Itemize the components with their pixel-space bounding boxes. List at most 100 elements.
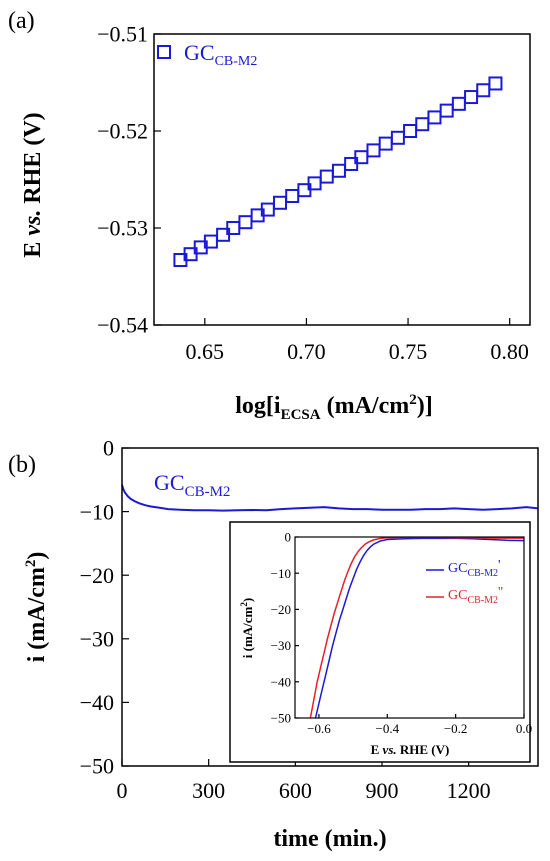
data-point	[476, 83, 491, 98]
y-tick-label: −0.54	[97, 313, 148, 338]
inset-y-label: i (mA/cm2)	[239, 598, 255, 658]
legend-main: GC	[154, 470, 185, 495]
y-tick-label: −50	[80, 754, 114, 779]
ylabel-end: )	[240, 598, 255, 602]
xlabel-pre: E	[371, 742, 383, 757]
x-tick-label: 0.75	[389, 339, 428, 364]
plot-b-legend-label: GCCB-M2	[154, 470, 230, 500]
inset-x-label: E vs. RHE (V)	[371, 742, 450, 757]
plot-b-y-ticks: 0 −10 −20 −30 −40 −50	[80, 436, 129, 779]
y-tick-label: −0.52	[97, 119, 148, 144]
data-point	[488, 76, 503, 91]
ylabel-pre: E	[20, 236, 46, 258]
y-tick-label: 0	[285, 530, 292, 545]
data-point	[403, 124, 418, 138]
data-point	[366, 143, 381, 158]
legend-mark: '	[498, 558, 501, 573]
inset-plot-frame	[294, 536, 525, 719]
x-tick-label: 300	[192, 778, 225, 803]
x-tick-label: 0.80	[490, 339, 529, 364]
data-point	[378, 136, 393, 151]
x-tick-label: 0.70	[287, 339, 326, 364]
plot-b-x-label: time (min.)	[273, 826, 386, 852]
plot-a-x-ticks: 0.65 0.70 0.75 0.80	[186, 318, 529, 364]
xlabel-end: )]	[417, 393, 433, 419]
plot-a-legend-label: GCCB-M2	[184, 40, 257, 69]
y-tick-label: −0.53	[97, 216, 148, 241]
legend-main: GC	[448, 561, 467, 576]
legend-sub: CB-M2	[467, 568, 498, 579]
plot-a-x-label: log[iECSA (mA/cm2)]	[235, 392, 432, 423]
data-point	[439, 103, 454, 118]
inset-legend-blue-label: GCCB-M2'	[448, 558, 501, 579]
ylabel-italic: vs.	[20, 210, 46, 236]
xlabel-unit: (mA/cm	[321, 393, 410, 419]
y-tick-label: −30	[271, 638, 291, 653]
inset-chart: 0−10−20−30−40−50 −0.6 −0.4 −0.2 0.0 GCCB-M2…	[229, 521, 532, 763]
data-point	[415, 117, 430, 132]
plot-a-y-ticks: −0.51 −0.52 −0.53 −0.54	[97, 22, 161, 338]
xlabel-sup: 2	[409, 392, 417, 408]
data-point	[390, 130, 405, 145]
x-tick-label: −0.6	[307, 721, 331, 736]
data-point	[331, 163, 346, 178]
data-point	[319, 169, 334, 184]
xlabel-italic: vs.	[383, 742, 397, 757]
panel-b: (b) 0−10−20−30−40−50 0 300 600 900 1200 GCCB…	[8, 436, 539, 852]
x-tick-label: 0	[117, 778, 128, 803]
y-tick-label: −40	[80, 690, 114, 715]
data-point	[464, 90, 479, 105]
plot-a-legend-marker	[157, 45, 171, 59]
xlabel-sub: ECSA	[281, 407, 321, 423]
ylabel-main: i (mA/cm	[24, 567, 50, 662]
legend-main: GC	[448, 588, 467, 603]
data-point	[451, 96, 466, 111]
x-tick-label: 900	[366, 778, 399, 803]
plot-a-y-label: E vs. RHE (V)	[20, 112, 46, 257]
ylabel-sup: 2	[239, 602, 249, 607]
x-tick-label: −0.4	[375, 721, 399, 736]
legend-mark: ''	[498, 585, 503, 600]
data-point	[285, 188, 300, 203]
ylabel-post: RHE (V)	[20, 112, 46, 209]
y-tick-label: −10	[80, 499, 114, 524]
y-tick-label: −50	[271, 711, 291, 726]
plot-a-points	[173, 76, 503, 268]
plot-b-series-line	[121, 484, 539, 512]
plot-a-frame	[153, 33, 531, 326]
ylabel-end: )	[24, 552, 50, 560]
x-tick-label: 0.0	[516, 721, 532, 736]
xlabel-main: log[i	[235, 393, 281, 419]
inset-series-blue-line	[314, 537, 525, 719]
y-tick-label: −40	[271, 674, 291, 689]
data-point	[427, 110, 442, 125]
legend-sub: CB-M2	[185, 484, 231, 500]
plot-b-frame	[121, 447, 539, 767]
x-tick-label: −0.2	[444, 721, 468, 736]
ylabel-main: i (mA/cm	[240, 606, 255, 658]
inset-x-ticks: −0.6 −0.4 −0.2 0.0	[307, 714, 532, 736]
y-tick-label: −0.51	[97, 22, 148, 47]
ylabel-sup: 2	[23, 560, 39, 568]
x-tick-label: 600	[279, 778, 312, 803]
xlabel-post: RHE (V)	[397, 742, 450, 757]
panel-b-label: (b)	[8, 452, 36, 478]
x-tick-label: 0.65	[186, 339, 225, 364]
y-tick-label: 0	[103, 436, 114, 461]
panel-a: (a) −0.51 −0.52 −0.53 −0.54 0.65 0.70 0.75 0.8…	[8, 8, 531, 423]
y-tick-label: −30	[80, 627, 114, 652]
y-tick-label: −10	[271, 566, 291, 581]
data-point	[273, 195, 288, 210]
x-tick-label: 1200	[447, 778, 491, 803]
inset-legend-red-label: GCCB-M2''	[448, 585, 503, 606]
plot-b-x-ticks: 0 300 600 900 1200	[117, 759, 491, 803]
inset-outer-box	[229, 521, 531, 763]
panel-a-label: (a)	[8, 8, 35, 34]
legend-main: GC	[184, 40, 215, 65]
y-tick-label: −20	[80, 563, 114, 588]
inset-y-ticks: 0 −10 −20 −30 −40 −50	[271, 530, 299, 726]
plot-b-y-label: i (mA/cm2)	[23, 552, 50, 663]
legend-sub: CB-M2	[215, 54, 258, 69]
data-point	[238, 215, 253, 230]
